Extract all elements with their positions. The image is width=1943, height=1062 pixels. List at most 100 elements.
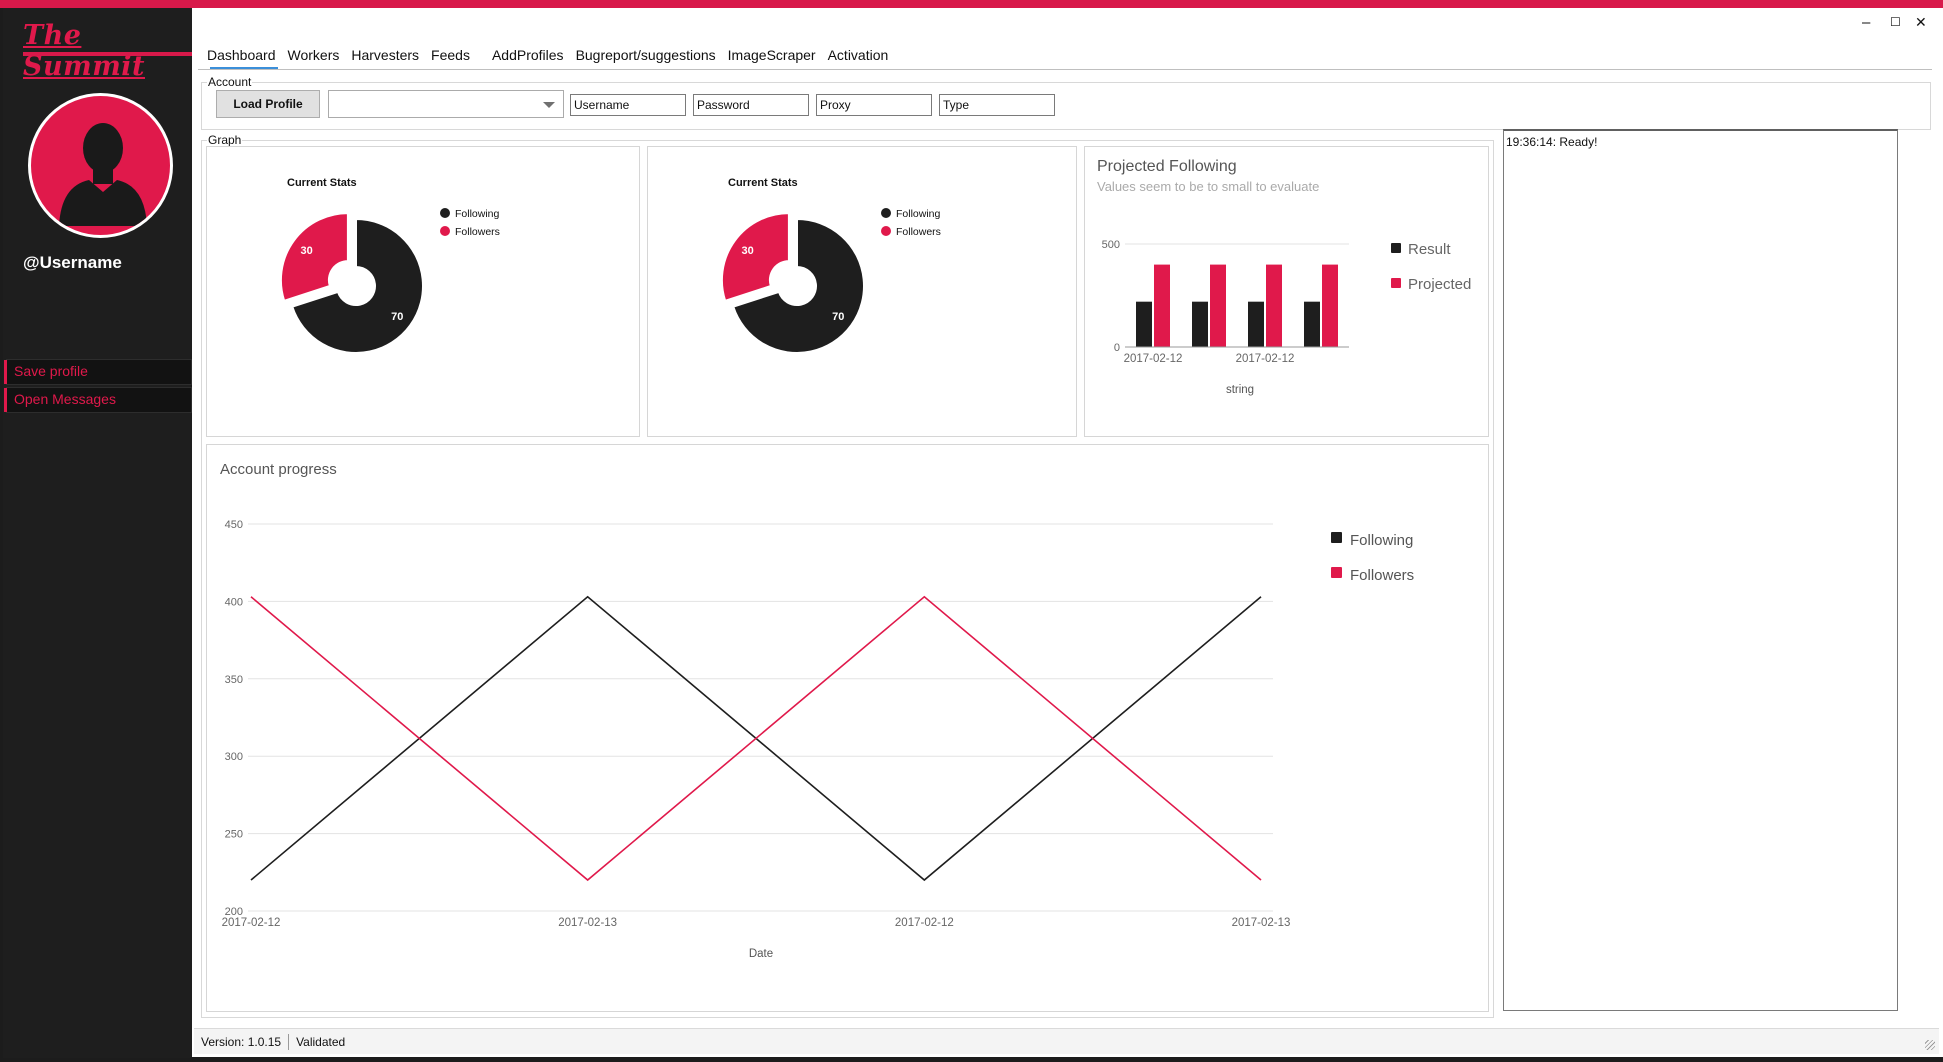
avatar [28, 93, 173, 238]
active-tab-indicator [210, 67, 278, 70]
legend-label: Following [455, 208, 500, 220]
account-progress-chart: Account progress 200 250 300 350 400 450 2017-0… [220, 461, 1414, 960]
pie-data-label: 70 [391, 311, 403, 323]
status-separator [288, 1033, 290, 1050]
tab-activation[interactable]: Activation [827, 47, 889, 63]
type-field[interactable]: Type [939, 94, 1055, 116]
y-tick-label: 200 [225, 906, 243, 918]
chevron-down-icon [543, 102, 555, 108]
main-content: – ☐ ✕ Dashboard Workers Harvesters Feeds… [192, 8, 1943, 1057]
pie-slice [732, 217, 865, 354]
x-tick-label: 2017-02-13 [1232, 917, 1291, 929]
legend-marker [881, 208, 891, 218]
open-messages-button[interactable]: Open Messages [4, 387, 192, 413]
x-tick-label: 2017-02-12 [222, 917, 281, 929]
validation-status: Validated [296, 1034, 346, 1049]
x-axis-label: string [1226, 384, 1254, 396]
current-stats-panel-1: Current Stats 70 30 Following Followers [206, 146, 640, 437]
save-profile-button[interactable]: Save profile [4, 359, 192, 385]
version-label: Version: 1.0.15 [201, 1034, 282, 1049]
chart-title: Account progress [220, 461, 337, 478]
account-group [201, 82, 1931, 130]
tab-bugreport[interactable]: Bugreport/suggestions [575, 47, 716, 63]
legend-label: Followers [896, 226, 941, 238]
bar [1192, 301, 1208, 347]
series-line [250, 595, 1262, 882]
current-stats-panel-2: Current Stats 70 30 Following Followers [647, 146, 1077, 437]
y-tick-label: 450 [225, 519, 243, 531]
current-stats-chart-2: Current Stats 70 30 Following Followers [720, 177, 941, 354]
bar [1136, 301, 1152, 347]
tab-addprofiles[interactable]: AddProfiles [491, 47, 564, 63]
resize-grip[interactable] [1925, 1040, 1935, 1050]
x-axis-label: Date [749, 948, 773, 960]
status-bar: Version: 1.0.15 Validated [194, 1028, 1939, 1054]
maximize-button[interactable]: ☐ [1890, 15, 1901, 29]
log-output[interactable]: 19:36:14: Ready! [1503, 129, 1898, 1011]
y-tick-label: 500 [1102, 239, 1120, 251]
tab-feeds[interactable]: Feeds [431, 47, 470, 63]
load-profile-button[interactable]: Load Profile [216, 90, 320, 118]
window-accent-bar [0, 0, 1943, 8]
tab-harvesters[interactable]: Harvesters [351, 47, 420, 63]
legend-label: Result [1408, 241, 1451, 258]
y-tick-label: 0 [1114, 342, 1120, 354]
graph-group-label: Graph [207, 133, 243, 147]
password-field[interactable]: Password [693, 94, 809, 116]
bar [1322, 264, 1338, 347]
sidebar: The Summit @Username Save profile Open M… [3, 8, 192, 1058]
tab-divider [198, 69, 1932, 70]
legend-marker [1331, 532, 1342, 543]
projected-following-panel: Projected Following Values seem to be to … [1084, 146, 1489, 437]
current-stats-chart-1: Current Stats 70 30 Following Followers [279, 177, 500, 354]
proxy-field[interactable]: Proxy [816, 94, 932, 116]
tab-workers[interactable]: Workers [287, 47, 340, 63]
bar [1266, 264, 1282, 347]
user-silhouette-icon [59, 123, 147, 226]
legend-label: Projected [1408, 276, 1471, 293]
minimize-button[interactable]: – [1862, 14, 1871, 31]
legend-marker [1331, 567, 1342, 578]
chart-title: Projected Following [1097, 158, 1237, 175]
legend-marker [1391, 243, 1401, 253]
legend-marker [440, 208, 450, 218]
legend-marker [440, 226, 450, 236]
x-tick-label: 2017-02-13 [558, 917, 617, 929]
pie-slice [720, 212, 790, 303]
y-tick-label: 350 [225, 674, 243, 686]
account-progress-panel: Account progress 200 250 300 350 400 450 2017-0… [206, 444, 1489, 1012]
profile-select[interactable] [328, 90, 564, 118]
legend-label: Following [1350, 532, 1413, 549]
bar [1154, 264, 1170, 347]
chart-title: Current Stats [728, 177, 798, 189]
tab-bar: Dashboard Workers Harvesters Feeds AddPr… [202, 45, 895, 70]
username-field[interactable]: Username [570, 94, 686, 116]
chart-subtitle: Values seem to be to small to evaluate [1097, 179, 1319, 194]
pie-data-label: 70 [832, 311, 844, 323]
pie-slice [279, 212, 349, 303]
pie-slice [291, 217, 424, 354]
profile-username: @Username [23, 253, 122, 272]
pie-data-label: 30 [301, 245, 313, 257]
x-tick-label: 2017-02-12 [895, 917, 954, 929]
tab-imagescraper[interactable]: ImageScraper [727, 47, 816, 63]
bar [1210, 264, 1226, 347]
account-group-label: Account [207, 75, 253, 89]
x-tick-label: 2017-02-12 [1236, 353, 1295, 365]
legend-marker [1391, 278, 1401, 288]
graph-group [201, 140, 1494, 1018]
legend-label: Followers [455, 226, 500, 238]
tab-dashboard[interactable]: Dashboard [207, 47, 276, 63]
legend-label: Followers [1350, 567, 1414, 584]
y-tick-label: 300 [225, 751, 243, 763]
bar [1304, 301, 1320, 347]
x-tick-label: 2017-02-12 [1124, 353, 1183, 365]
close-button[interactable]: ✕ [1915, 14, 1927, 30]
y-tick-label: 250 [225, 829, 243, 841]
legend-marker [881, 226, 891, 236]
pie-data-label: 30 [742, 245, 754, 257]
y-tick-label: 400 [225, 596, 243, 608]
projected-following-chart: Projected Following Values seem to be to … [1097, 158, 1471, 396]
chart-title: Current Stats [287, 177, 357, 189]
